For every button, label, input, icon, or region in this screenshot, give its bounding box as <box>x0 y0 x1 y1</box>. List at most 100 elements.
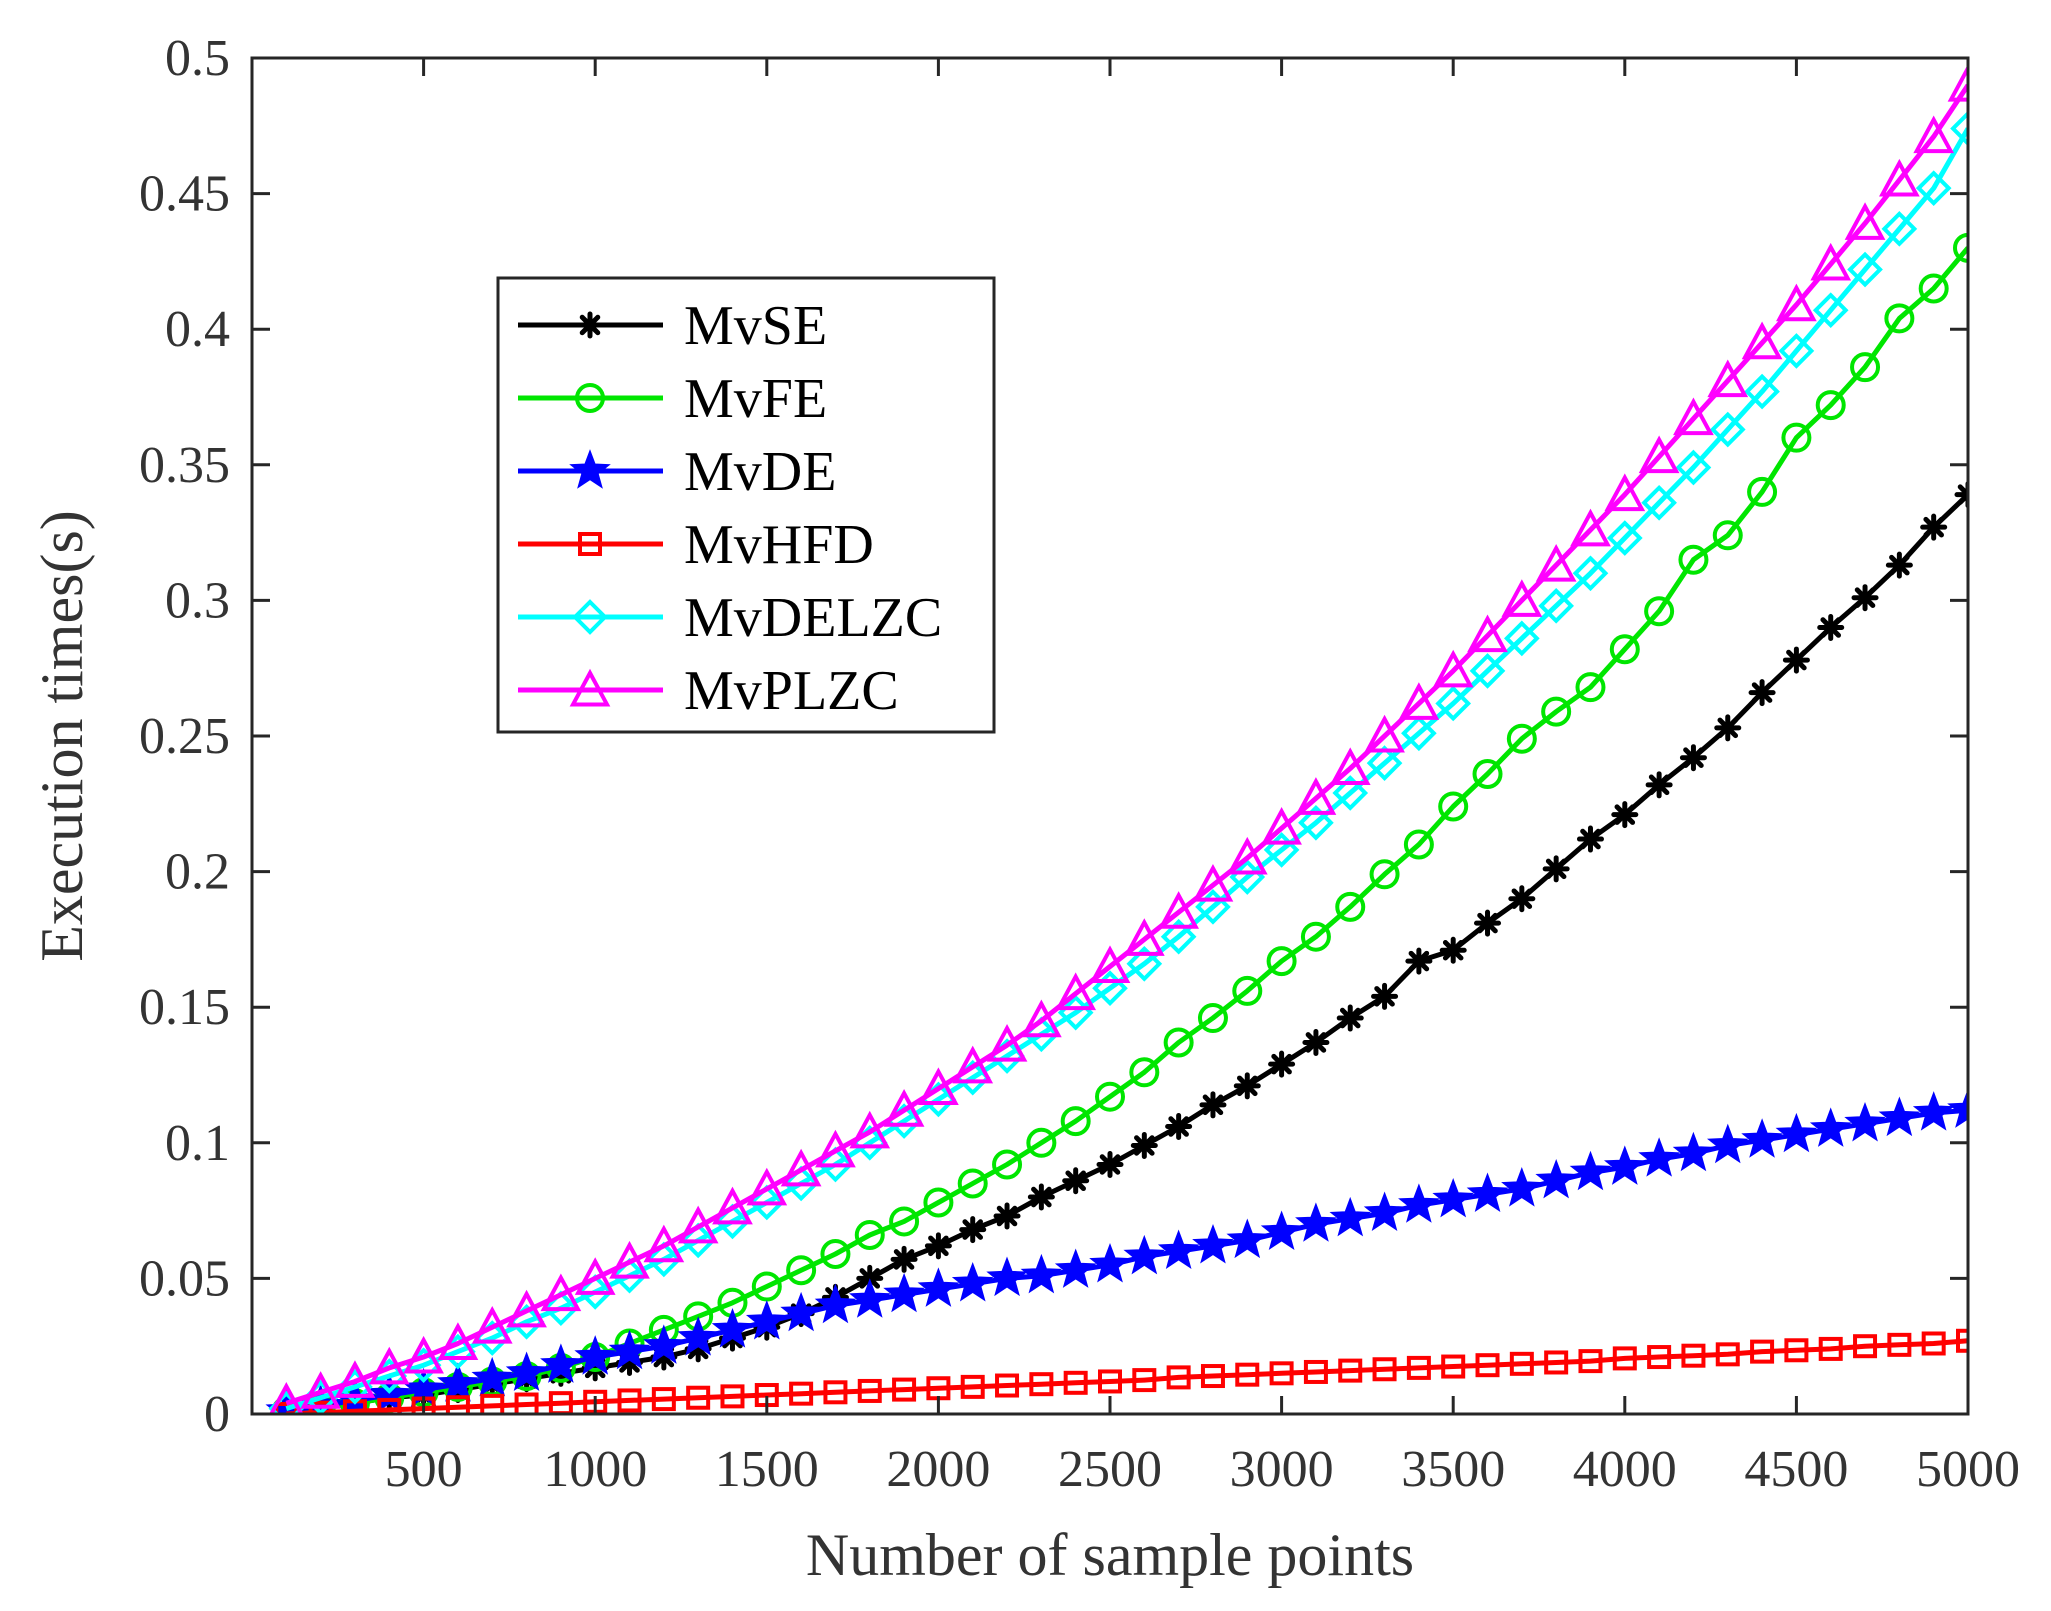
data-point-mvplzc <box>609 1240 650 1279</box>
x-tick-label: 2000 <box>886 1441 990 1498</box>
legend-marker-mvse <box>576 311 604 339</box>
data-point-mvde <box>1535 1158 1577 1199</box>
legend-label-mvse: MvSE <box>684 295 827 357</box>
data-point-mvhfd <box>1921 1331 1946 1356</box>
series-line-mvdelzc <box>285 127 1968 1411</box>
data-point-mvdelzc <box>1538 587 1574 624</box>
data-point-mvhfd <box>1784 1338 1809 1363</box>
data-point-mvdelzc <box>1435 685 1472 722</box>
data-point-mvplzc <box>334 1360 376 1398</box>
legend-marker-mvhfd <box>578 532 602 556</box>
data-point-mvhfd <box>1098 1369 1122 1394</box>
data-point-mvse <box>1748 679 1776 707</box>
data-point-mvse <box>1954 481 1968 509</box>
y-tick-label: 0.45 <box>139 166 230 223</box>
data-point-mvfe <box>1781 422 1812 453</box>
data-point-mvhfd <box>377 1397 402 1414</box>
data-point-mvde <box>1398 1183 1440 1223</box>
data-point-mvfe <box>1678 544 1709 575</box>
data-point-mvplzc <box>746 1167 788 1206</box>
data-point-mvse <box>1233 1072 1261 1100</box>
data-point-mvse <box>1576 825 1604 853</box>
data-point-mvde <box>1157 1229 1200 1270</box>
legend-item-mvhfd: MvHFD <box>518 514 874 576</box>
data-point-mvse <box>1782 646 1810 674</box>
x-tick-label: 1000 <box>543 1441 647 1498</box>
data-point-mvse <box>1268 1050 1296 1078</box>
data-point-mvse <box>1611 801 1639 829</box>
data-point-mvhfd <box>617 1388 642 1413</box>
data-point-mvplzc <box>1947 63 1968 102</box>
data-point-mvde <box>1054 1248 1097 1288</box>
data-point-mvplzc <box>540 1273 582 1312</box>
data-point-mvplzc <box>437 1322 479 1360</box>
data-point-mvse <box>959 1216 987 1244</box>
data-point-mvdelzc <box>646 1241 682 1278</box>
data-point-mvfe <box>1953 232 1968 263</box>
data-point-mvplzc <box>1261 807 1302 845</box>
data-point-mvse <box>890 1245 918 1273</box>
data-point-mvfe <box>889 1206 920 1237</box>
legend-item-mvplzc: MvPLZC <box>518 660 899 722</box>
data-point-mvhfd <box>1235 1362 1260 1387</box>
data-point-mvde <box>505 1351 548 1392</box>
data-point-mvplzc <box>643 1224 685 1263</box>
data-point-mvplzc <box>1432 649 1474 688</box>
data-point-mvhfd <box>1406 1355 1431 1380</box>
data-point-mvde <box>677 1316 719 1356</box>
data-point-mvplzc <box>1329 747 1371 785</box>
data-point-mvplzc <box>1192 863 1234 902</box>
data-point-mvplzc <box>1364 714 1405 753</box>
data-point-mvplzc <box>1913 115 1955 154</box>
data-point-mvplzc <box>368 1346 410 1385</box>
data-point-mvfe <box>1712 520 1743 551</box>
data-point-mvde <box>1775 1112 1818 1153</box>
data-point-mvdelzc <box>1606 520 1643 556</box>
data-point-mvhfd <box>1509 1351 1534 1376</box>
data-point-mvfe <box>1232 975 1263 1006</box>
data-point-mvse <box>1508 885 1536 913</box>
data-point-mvplzc <box>952 1045 994 1084</box>
data-point-mvplzc <box>986 1023 1028 1062</box>
legend-box <box>496 276 996 734</box>
data-point-mvde <box>1295 1202 1337 1242</box>
x-axis-title: Number of sample points <box>806 1522 1414 1588</box>
data-point-mvdelzc <box>577 1274 614 1310</box>
data-point-mvplzc <box>471 1306 513 1344</box>
y-tick-label: 0.35 <box>139 437 230 494</box>
data-point-mvde <box>986 1256 1028 1297</box>
data-point-mvde <box>1706 1123 1749 1164</box>
data-point-mvfe <box>923 1187 954 1218</box>
data-point-mvde <box>1844 1101 1886 1142</box>
legend-label-mvde: MvDE <box>684 441 836 503</box>
data-point-mvfe <box>1541 696 1572 727</box>
data-point-mvhfd <box>274 1402 299 1414</box>
data-point-mvplzc <box>1089 945 1131 983</box>
data-point-mvplzc <box>506 1289 547 1328</box>
data-point-mvhfd <box>1029 1372 1054 1397</box>
y-tick-label: 0.05 <box>139 1250 230 1307</box>
data-point-mvde <box>1878 1096 1921 1137</box>
data-point-mvplzc <box>1638 435 1680 474</box>
data-point-mvse <box>1096 1150 1124 1178</box>
data-point-mvdelzc <box>714 1203 751 1240</box>
legend-marker-mvplzc <box>569 668 611 707</box>
data-point-mvplzc <box>1398 682 1440 720</box>
data-point-mvse <box>1165 1113 1193 1141</box>
data-point-mvhfd <box>995 1373 1020 1398</box>
data-point-mvdelzc <box>611 1257 648 1294</box>
data-point-mvplzc <box>1295 777 1337 815</box>
x-tick-label: 3000 <box>1230 1441 1334 1498</box>
data-point-mvde <box>1192 1224 1234 1264</box>
data-point-mvse <box>1851 584 1879 612</box>
legend: MvSE MvFE MvDE MvHFD MvDELZC MvPLZC <box>496 276 996 734</box>
data-point-mvfe <box>1266 946 1297 977</box>
data-point-mvplzc <box>1021 999 1062 1038</box>
data-point-mvdelzc <box>1332 775 1369 811</box>
series-mvde <box>265 1088 1968 1414</box>
legend-item-mvdelzc: MvDELZC <box>518 587 942 649</box>
data-point-mvdelzc <box>1675 449 1712 486</box>
legend-label-mvfe: MvFE <box>684 368 827 430</box>
data-point-mvde <box>608 1329 651 1370</box>
